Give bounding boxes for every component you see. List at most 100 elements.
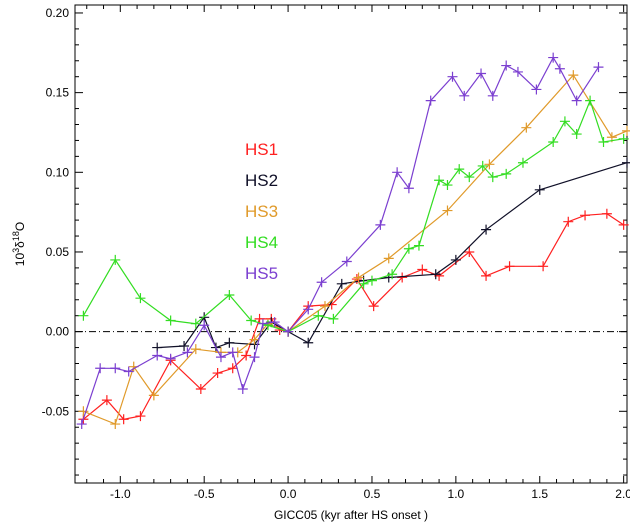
data-point-hs4 — [135, 293, 146, 304]
data-point-hs5 — [403, 183, 414, 194]
data-point-hs5 — [182, 347, 193, 358]
data-point-hs3 — [521, 122, 532, 133]
data-point-hs4 — [548, 137, 559, 148]
data-point-hs5 — [123, 366, 134, 377]
y-axis-title-delta: δ — [13, 241, 27, 248]
data-point-hs4 — [477, 160, 488, 171]
data-point-hs4 — [165, 315, 176, 326]
x-tick-label: -0.5 — [194, 487, 215, 501]
data-point-hs4 — [598, 137, 609, 148]
data-point-hs2 — [534, 184, 545, 195]
data-point-hs1 — [580, 210, 591, 221]
series-group — [76, 52, 630, 430]
data-point-hs1 — [538, 261, 549, 272]
data-point-hs4 — [434, 175, 445, 186]
y-tick-label: 0.10 — [46, 165, 70, 179]
data-point-hs5 — [476, 68, 487, 79]
x-tick-label: 2.0 — [615, 487, 630, 501]
data-point-hs2 — [336, 278, 347, 289]
data-point-hs5 — [554, 63, 565, 74]
data-point-hs5 — [316, 277, 327, 288]
data-point-hs3 — [249, 334, 260, 345]
x-tick-label: 1.5 — [531, 487, 548, 501]
x-axis-title: GICC05 (kyr after HS onset ) — [274, 508, 428, 522]
data-point-hs4 — [454, 164, 465, 175]
data-point-hs4 — [224, 289, 235, 300]
data-point-hs1 — [618, 219, 629, 230]
data-point-hs5 — [110, 363, 121, 374]
series-hs4 — [78, 95, 629, 337]
legend-item-hs4: HS4 — [245, 233, 278, 252]
data-point-hs4 — [501, 168, 512, 179]
x-tick-label: -1.0 — [110, 487, 131, 501]
data-point-hs1 — [368, 301, 379, 312]
data-point-hs4 — [403, 243, 414, 254]
data-point-hs5 — [283, 326, 294, 337]
data-point-hs3 — [353, 272, 364, 283]
data-point-hs1 — [464, 246, 475, 257]
data-point-hs5 — [425, 95, 436, 106]
legend-item-hs1: HS1 — [245, 140, 278, 159]
data-point-hs4 — [358, 278, 369, 289]
data-point-hs4 — [366, 275, 377, 286]
data-point-hs5 — [531, 84, 542, 95]
data-point-hs5 — [548, 52, 559, 63]
x-tick-label: 0.5 — [364, 487, 381, 501]
y-tick-label: 0.20 — [46, 6, 70, 20]
data-point-hs4 — [190, 318, 201, 329]
data-point-hs5 — [199, 320, 210, 331]
data-point-hs5 — [249, 352, 260, 363]
y-axis-title-sup2: 18 — [11, 231, 21, 241]
data-point-hs4 — [585, 95, 596, 106]
data-point-hs4 — [517, 157, 528, 168]
data-point-hs1 — [504, 261, 515, 272]
data-point-hs1 — [212, 368, 223, 379]
data-point-hs5 — [215, 352, 226, 363]
y-tick-label: 0.00 — [46, 325, 70, 339]
series-line-hs1 — [83, 213, 624, 420]
data-point-hs1 — [397, 272, 408, 283]
data-point-hs2 — [481, 224, 492, 235]
data-point-hs5 — [593, 62, 604, 73]
x-tick-label: 1.0 — [448, 487, 465, 501]
data-point-hs2 — [450, 254, 461, 265]
data-point-hs1 — [481, 270, 492, 281]
data-point-hs4 — [313, 310, 324, 321]
data-point-hs4 — [618, 133, 629, 144]
data-point-hs1 — [601, 208, 612, 219]
data-point-hs3 — [110, 419, 121, 430]
data-point-hs5 — [76, 419, 87, 430]
data-point-hs5 — [459, 90, 470, 101]
data-point-hs3 — [148, 390, 159, 401]
data-point-hs4 — [387, 269, 398, 280]
data-point-hs2 — [303, 337, 314, 348]
data-point-hs2 — [430, 269, 441, 280]
data-point-hs2 — [179, 340, 190, 351]
data-point-hs3 — [383, 253, 394, 264]
data-point-hs5 — [95, 363, 106, 374]
data-point-hs5 — [487, 90, 498, 101]
data-point-hs3 — [442, 205, 453, 216]
data-point-hs5 — [341, 256, 352, 267]
data-point-hs5 — [227, 347, 238, 358]
y-axis-title-base: 10 — [13, 253, 27, 267]
data-point-hs1 — [417, 264, 428, 275]
axes: -1.0 -0.5 0.0 0.5 1.0 1.5 2.0 -0.05 0.00 0.05 0.10… — [42, 5, 630, 501]
y-tick-label: 0.05 — [46, 245, 70, 259]
data-point-hs4 — [78, 310, 89, 321]
data-point-hs2 — [622, 157, 630, 168]
data-point-hs4 — [110, 254, 121, 265]
data-point-hs5 — [392, 167, 403, 178]
data-point-hs4 — [262, 320, 273, 331]
data-point-hs4 — [559, 116, 570, 127]
x-tick-label: 0.0 — [280, 487, 297, 501]
series-hs5 — [76, 52, 604, 430]
legend: HS1 HS2 HS3 HS4 HS5 — [245, 140, 278, 283]
data-point-hs3 — [568, 70, 579, 81]
data-point-hs1 — [241, 350, 252, 361]
y-axis-title: 103δ18O — [11, 222, 27, 266]
data-point-hs3 — [78, 406, 89, 417]
data-point-hs5 — [571, 95, 582, 106]
plot-frame — [74, 4, 628, 484]
data-point-hs5 — [375, 219, 386, 230]
